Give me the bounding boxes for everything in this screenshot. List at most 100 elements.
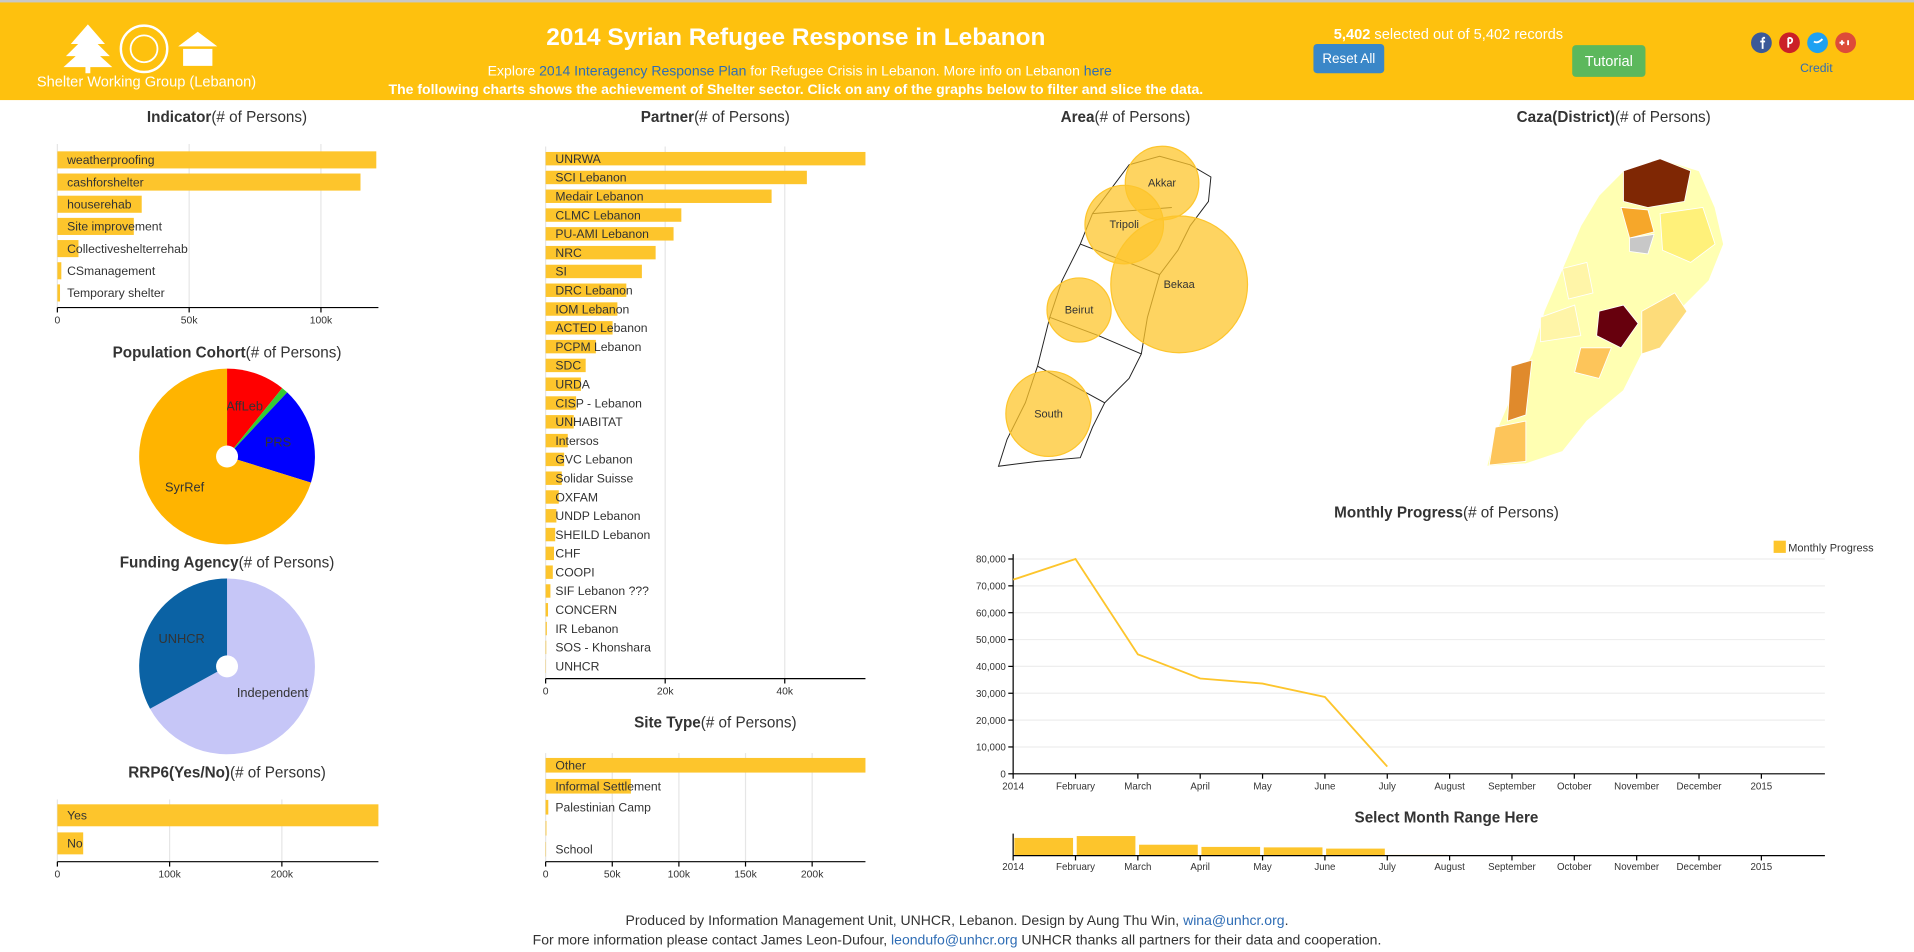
bar-label: Solidar Suisse [555, 471, 633, 485]
range-bar [1263, 847, 1323, 856]
tutorial-button-label[interactable]: Tutorial [1585, 54, 1633, 70]
bar [545, 339, 596, 354]
facebook-icon[interactable] [1751, 32, 1772, 54]
x-tick-label: 40k [776, 686, 794, 697]
cedar-logo [63, 24, 113, 74]
y-tick-label: 40,000 [976, 662, 1006, 673]
tutorial-button[interactable]: Tutorial [1572, 45, 1646, 77]
top-border [0, 0, 1914, 3]
bar-label: ACTED Lebanon [555, 321, 647, 335]
bar [545, 509, 557, 523]
caza-district [1629, 233, 1655, 255]
bar [545, 621, 547, 636]
bar-label: IOM Lebanon [555, 302, 629, 316]
chart-title-main: Population Cohort [113, 345, 246, 362]
x-tick-label: November [1614, 862, 1660, 873]
credit-link[interactable]: Credit [1800, 61, 1833, 75]
bar-label: IR Lebanon [555, 622, 618, 636]
x-tick-label: March [1124, 782, 1151, 793]
chart-title-unit: (# of Persons) [239, 555, 335, 572]
bar [545, 640, 547, 655]
bar-label: CHF [555, 547, 580, 561]
range-bar [1201, 846, 1261, 856]
bar-label: SDC [555, 359, 581, 373]
x-tick-label: 2014 [1002, 782, 1024, 793]
bar-label: Collectiveshelterrehab [67, 242, 188, 256]
bar-label: Medair Lebanon [555, 190, 643, 204]
bar-label: SI [555, 265, 567, 279]
y-tick-label: 50,000 [976, 635, 1006, 646]
reset-button-label[interactable]: Reset All [1322, 51, 1375, 66]
chart-title-main: RRP6(Yes/No) [128, 764, 230, 781]
googleplus-icon[interactable] [1835, 32, 1857, 54]
pie-slice [227, 368, 283, 457]
chart-title-main: Area [1061, 109, 1095, 126]
footer-line: Produced by Information Management Unit,… [626, 912, 1289, 928]
bar-label: Intersos [555, 434, 598, 448]
slice-label: AffLeb [226, 398, 263, 413]
reset-button[interactable]: Reset All [1313, 43, 1385, 74]
bubble-label: Beirut [1065, 305, 1094, 317]
bar-label: Informal Settlement [555, 780, 661, 794]
y-tick-label: 70,000 [976, 582, 1006, 593]
bar-label: NRC [555, 246, 582, 260]
bar-label: COOPI [555, 565, 594, 579]
bar-label: UNRWA [555, 152, 601, 166]
chart-title: Indicator(# of Persons) [147, 109, 307, 126]
bar-label: CONCERN [555, 603, 617, 617]
record-text: selected out of [1370, 27, 1473, 43]
x-tick-label: April [1190, 782, 1210, 793]
x-tick-label: May [1253, 782, 1272, 793]
legend-label: Monthly Progress [1788, 543, 1874, 555]
bar [545, 170, 807, 185]
reset-button-bg[interactable] [1313, 43, 1385, 74]
pie-slice [227, 392, 315, 483]
footer-text: Produced by Information Management Unit,… [626, 912, 1184, 928]
bubble-label: South [1034, 408, 1063, 420]
bar-label: Other [555, 759, 585, 773]
bar [545, 527, 556, 542]
bar [545, 377, 581, 391]
bar [57, 284, 61, 302]
chart-title: RRP6(Yes/No)(# of Persons) [128, 764, 325, 781]
chart-title: Funding Agency(# of Persons) [120, 555, 335, 572]
bar-label: weatherproofing [66, 153, 154, 167]
bar [545, 490, 559, 504]
x-tick-label: 2014 [1002, 862, 1024, 873]
bubble [1005, 370, 1092, 458]
slice-label: UNHCR [159, 631, 205, 646]
chart-title-unit: (# of Persons) [230, 764, 326, 781]
link[interactable]: 2014 Interagency Response Plan [539, 63, 746, 79]
bar-label: cashforshelter [67, 175, 144, 189]
chart-title-main: Monthly Progress [1334, 504, 1463, 521]
chart-title: Population Cohort(# of Persons) [113, 345, 342, 362]
bar [545, 546, 555, 561]
caza-map [1486, 158, 1725, 467]
bar-label: PU-AMI Lebanon [555, 227, 649, 241]
bar [57, 173, 361, 191]
email-link[interactable]: leondufo@unhcr.org [891, 932, 1017, 948]
legend-swatch [1773, 540, 1786, 553]
bar [545, 471, 562, 485]
bar-label: Yes [67, 809, 87, 823]
bar-label: URDA [555, 377, 590, 391]
house-logo [178, 31, 218, 66]
x-tick-label: 20k [657, 686, 675, 697]
x-tick-label: 0 [54, 870, 60, 881]
y-tick-label: 10,000 [976, 743, 1006, 754]
footer-line: For more information please contact Jame… [533, 932, 1382, 948]
bar [545, 302, 618, 316]
caza-district [1488, 420, 1527, 466]
x-tick-label: August [1434, 862, 1465, 873]
bar-label: houserehab [67, 198, 132, 212]
bar [545, 757, 866, 773]
x-tick-label: September [1488, 862, 1536, 873]
link[interactable]: here [1084, 63, 1112, 79]
x-tick-label: 100k [158, 870, 181, 881]
email-link[interactable]: wina@unhcr.org [1182, 912, 1285, 928]
tutorial-button-bg[interactable] [1572, 45, 1646, 77]
bar-label: GVC Lebanon [555, 453, 632, 467]
logos [63, 24, 218, 74]
